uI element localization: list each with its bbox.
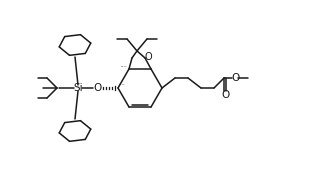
- Text: O: O: [221, 90, 229, 100]
- Text: O: O: [93, 83, 101, 93]
- Text: O: O: [231, 73, 239, 83]
- Text: ....: ....: [121, 63, 128, 68]
- Text: O: O: [144, 52, 152, 62]
- Text: ....: ....: [119, 81, 126, 86]
- Text: Si: Si: [73, 83, 83, 93]
